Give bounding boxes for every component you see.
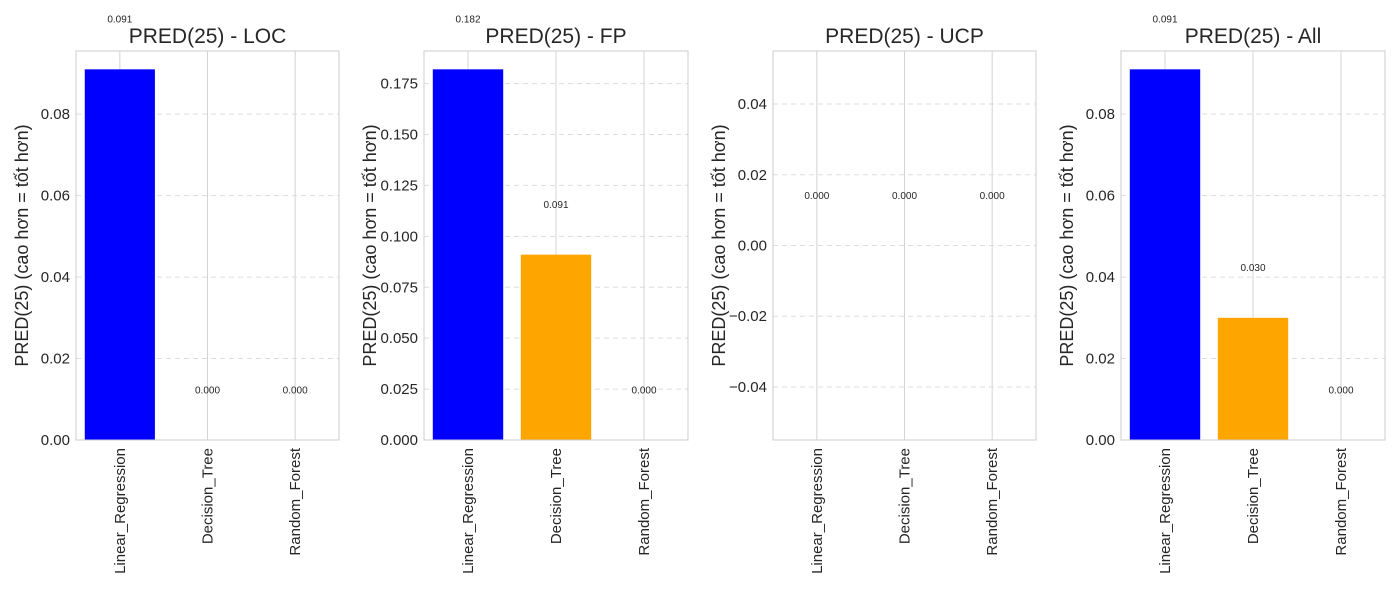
y-tick-label: 0.04 [738, 96, 767, 113]
bar-value-label: 0.091 [1152, 15, 1177, 26]
chart-title: PRED(25) - LOC [129, 25, 287, 48]
chart-panel-4: 0.00 0.02 0.04 0.06 0.08 0.091 0.030 0.000 Linea… [1057, 15, 1386, 574]
chart-title: PRED(25) - All [1185, 25, 1322, 48]
bar-decision-tree [520, 254, 592, 440]
y-tick-label: 0.025 [380, 381, 418, 398]
x-tick-label: Linear_Regression [809, 448, 826, 574]
bar-value-label: 0.091 [543, 200, 568, 211]
y-tick-label: 0.02 [41, 351, 70, 368]
y-tick-label: 0.02 [738, 167, 767, 184]
x-tick-label: Random_Forest [287, 447, 304, 555]
y-tick-label: 0.08 [41, 106, 70, 123]
bar-value-label: 0.000 [631, 385, 656, 396]
y-axis-label: PRED(25) (cao hơn = tốt hơn) [360, 124, 380, 366]
y-tick-label: 0.06 [1086, 188, 1115, 205]
bar-value-label: 0.000 [195, 385, 220, 396]
x-tick-label: Random_Forest [1333, 447, 1350, 555]
bar-linear-regression [432, 69, 504, 441]
bar-linear-regression [1129, 69, 1201, 441]
y-axis-label: PRED(25) (cao hơn = tốt hơn) [12, 124, 32, 366]
x-tick-label: Decision_Tree [1245, 448, 1262, 544]
x-tick-label: Decision_Tree [200, 448, 217, 544]
y-tick-label: 0.02 [1086, 351, 1115, 368]
x-tick-label: Random_Forest [984, 447, 1001, 555]
x-tick-label: Decision_Tree [548, 448, 565, 544]
y-tick-label: −0.02 [729, 308, 767, 325]
y-tick-label: 0.00 [1086, 432, 1115, 449]
y-tick-label: 0.175 [380, 76, 418, 93]
y-tick-label: 0.08 [1086, 106, 1115, 123]
bar-value-label: 0.182 [455, 15, 480, 26]
y-axis-label: PRED(25) (cao hơn = tốt hơn) [709, 124, 729, 366]
x-tick-label: Linear_Regression [460, 448, 477, 574]
x-tick-label: Random_Forest [636, 447, 653, 555]
axes-frame [75, 50, 340, 441]
x-tick-label: Linear_Regression [112, 448, 129, 574]
axes-frame [423, 50, 689, 441]
chart-panel-3: −0.04 −0.02 0.00 0.02 0.04 0.000 0.000 0.000 Lin… [709, 25, 1037, 574]
y-tick-label: 0.075 [380, 279, 418, 296]
y-tick-label: 0.125 [380, 177, 418, 194]
chart-panel-1: 0.00 0.02 0.04 0.06 0.08 0.091 0.000 0.000 Linea… [12, 15, 340, 574]
y-axis-label: PRED(25) (cao hơn = tốt hơn) [1057, 124, 1077, 366]
bar-linear-regression [84, 69, 155, 441]
axes-frame [772, 50, 1037, 441]
chart-title: PRED(25) - UCP [825, 25, 984, 48]
y-tick-label: 0.100 [380, 228, 418, 245]
y-tick-label: 0.050 [380, 330, 418, 347]
y-tick-label: 0.00 [738, 238, 767, 255]
y-tick-label: 0.04 [1086, 269, 1115, 286]
bar-value-label: 0.091 [107, 15, 132, 26]
y-tick-label: 0.00 [41, 432, 70, 449]
y-tick-label: 0.04 [41, 269, 70, 286]
bar-value-label: 0.030 [1240, 263, 1265, 274]
bar-value-label: 0.000 [1328, 385, 1353, 396]
x-tick-label: Linear_Regression [1157, 448, 1174, 574]
chart-panel-2: 0.000 0.025 0.050 0.075 0.100 0.125 0.150 0.175… [360, 15, 689, 574]
y-tick-label: 0.000 [380, 432, 418, 449]
bar-value-label: 0.000 [283, 385, 308, 396]
y-tick-label: −0.04 [729, 379, 767, 396]
bar-value-label: 0.000 [892, 191, 917, 202]
bar-value-label: 0.000 [804, 191, 829, 202]
bar-value-label: 0.000 [980, 191, 1005, 202]
y-tick-label: 0.06 [41, 188, 70, 205]
chart-title: PRED(25) - FP [485, 25, 626, 48]
bar-decision-tree [1217, 317, 1289, 440]
y-tick-label: 0.150 [380, 127, 418, 144]
x-tick-label: Decision_Tree [897, 448, 914, 544]
axes-frame [1120, 50, 1386, 441]
